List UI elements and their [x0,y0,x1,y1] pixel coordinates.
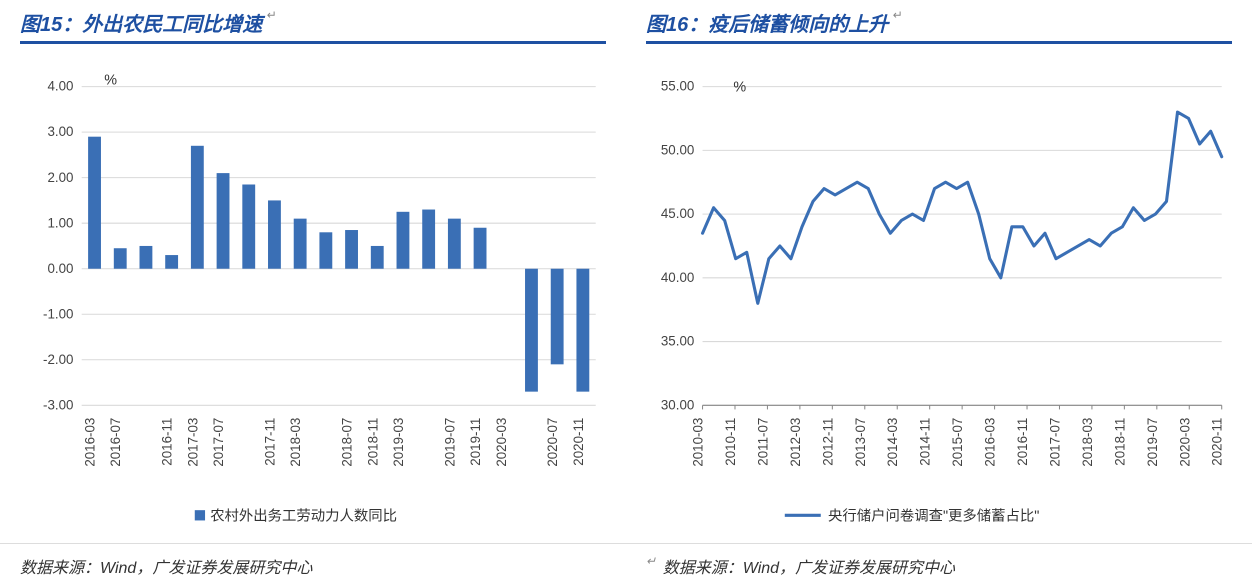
right-line-chart: 30.00 35.00 40.00 45.00 50.00 55.00% 2010-03 20… [646,62,1232,543]
svg-text:3.00: 3.00 [47,124,73,139]
right-chart-title: 图16：疫后储蓄倾向的上升 [646,14,888,36]
charts-row: 图15：外出农民工同比增速 ↵ -3.00 -2.00 -1.00 0.00 1.00 2… [0,0,1252,543]
svg-text:2019-07: 2019-07 [442,418,457,467]
svg-text:30.00: 30.00 [661,397,694,412]
svg-text:2020-03: 2020-03 [494,418,509,467]
svg-text:2012-03: 2012-03 [788,418,803,467]
svg-text:2016-03: 2016-03 [983,418,998,467]
svg-text:2016-07: 2016-07 [108,418,123,467]
svg-text:4.00: 4.00 [47,79,73,94]
svg-text:0.00: 0.00 [47,261,73,276]
svg-text:2020-03: 2020-03 [1177,418,1192,467]
svg-text:2016-11: 2016-11 [1015,418,1030,466]
svg-text:2018-07: 2018-07 [340,418,355,467]
left-chart-title: 图15：外出农民工同比增速 [20,14,262,36]
svg-text:2.00: 2.00 [47,170,73,185]
svg-text:2020-07: 2020-07 [545,418,560,467]
right-title-bar: 图16：疫后储蓄倾向的上升 ↵ [646,8,1232,44]
svg-text:2017-03: 2017-03 [185,418,200,467]
svg-text:2017-07: 2017-07 [211,418,226,467]
svg-text:2018-03: 2018-03 [288,418,303,467]
source-row: 数据来源：Wind，广发证券发展研究中心 ↵ 数据来源：Wind，广发证券发展研… [0,543,1252,586]
left-chart-panel: 图15：外出农民工同比增速 ↵ -3.00 -2.00 -1.00 0.00 1.00 2… [20,8,606,543]
right-source-text: 数据来源：Wind，广发证券发展研究中心 [663,560,955,577]
svg-text:2018-03: 2018-03 [1080,418,1095,467]
svg-text:2015-07: 2015-07 [950,418,965,467]
svg-text:%: % [733,80,746,96]
svg-text:50.00: 50.00 [661,142,694,157]
svg-text:2014-11: 2014-11 [918,418,933,466]
svg-text:2016-11: 2016-11 [160,418,175,466]
svg-text:2016-03: 2016-03 [83,418,98,467]
svg-text:2010-03: 2010-03 [691,418,706,467]
svg-text:40.00: 40.00 [661,270,694,285]
svg-text:55.00: 55.00 [661,79,694,94]
left-plot-area: -3.00 -2.00 -1.00 0.00 1.00 2.00 3.00 4.00% 2016… [20,62,606,543]
svg-text:2017-07: 2017-07 [1047,418,1062,467]
svg-text:央行储户问卷调查"更多储蓄占比": 央行储户问卷调查"更多储蓄占比" [828,507,1039,524]
svg-text:-3.00: -3.00 [43,397,73,412]
svg-text:45.00: 45.00 [661,206,694,221]
svg-text:2020-11: 2020-11 [571,418,586,466]
svg-text:2018-11: 2018-11 [365,418,380,466]
left-title-bar: 图15：外出农民工同比增速 ↵ [20,8,606,44]
svg-text:1.00: 1.00 [47,215,73,230]
svg-text:2018-11: 2018-11 [1112,418,1127,466]
svg-text:2020-11: 2020-11 [1210,418,1225,466]
left-source: 数据来源：Wind，广发证券发展研究中心 [20,554,606,578]
svg-text:2012-11: 2012-11 [820,418,835,466]
svg-text:2017-11: 2017-11 [262,418,277,466]
svg-text:2013-07: 2013-07 [853,418,868,467]
right-chart-panel: 图16：疫后储蓄倾向的上升 ↵ 30.00 35.00 40.00 45.00 50.0… [646,8,1232,543]
svg-text:2019-03: 2019-03 [391,418,406,467]
svg-text:35.00: 35.00 [661,334,694,349]
svg-text:2019-07: 2019-07 [1145,418,1160,467]
svg-text:农村外出务工劳动力人数同比: 农村外出务工劳动力人数同比 [210,507,397,524]
svg-text:2010-11: 2010-11 [723,418,738,466]
svg-text:2014-03: 2014-03 [885,418,900,467]
left-bar-chart: -3.00 -2.00 -1.00 0.00 1.00 2.00 3.00 4.00% 2016… [20,62,606,543]
svg-text:-1.00: -1.00 [43,306,73,321]
svg-text:%: % [104,73,117,89]
svg-text:2011-07: 2011-07 [755,418,770,466]
right-plot-area: 30.00 35.00 40.00 45.00 50.00 55.00% 2010-03 20… [646,62,1232,543]
svg-text:-2.00: -2.00 [43,352,73,367]
right-source: ↵ 数据来源：Wind，广发证券发展研究中心 [646,554,1232,578]
svg-text:2019-11: 2019-11 [468,418,483,466]
